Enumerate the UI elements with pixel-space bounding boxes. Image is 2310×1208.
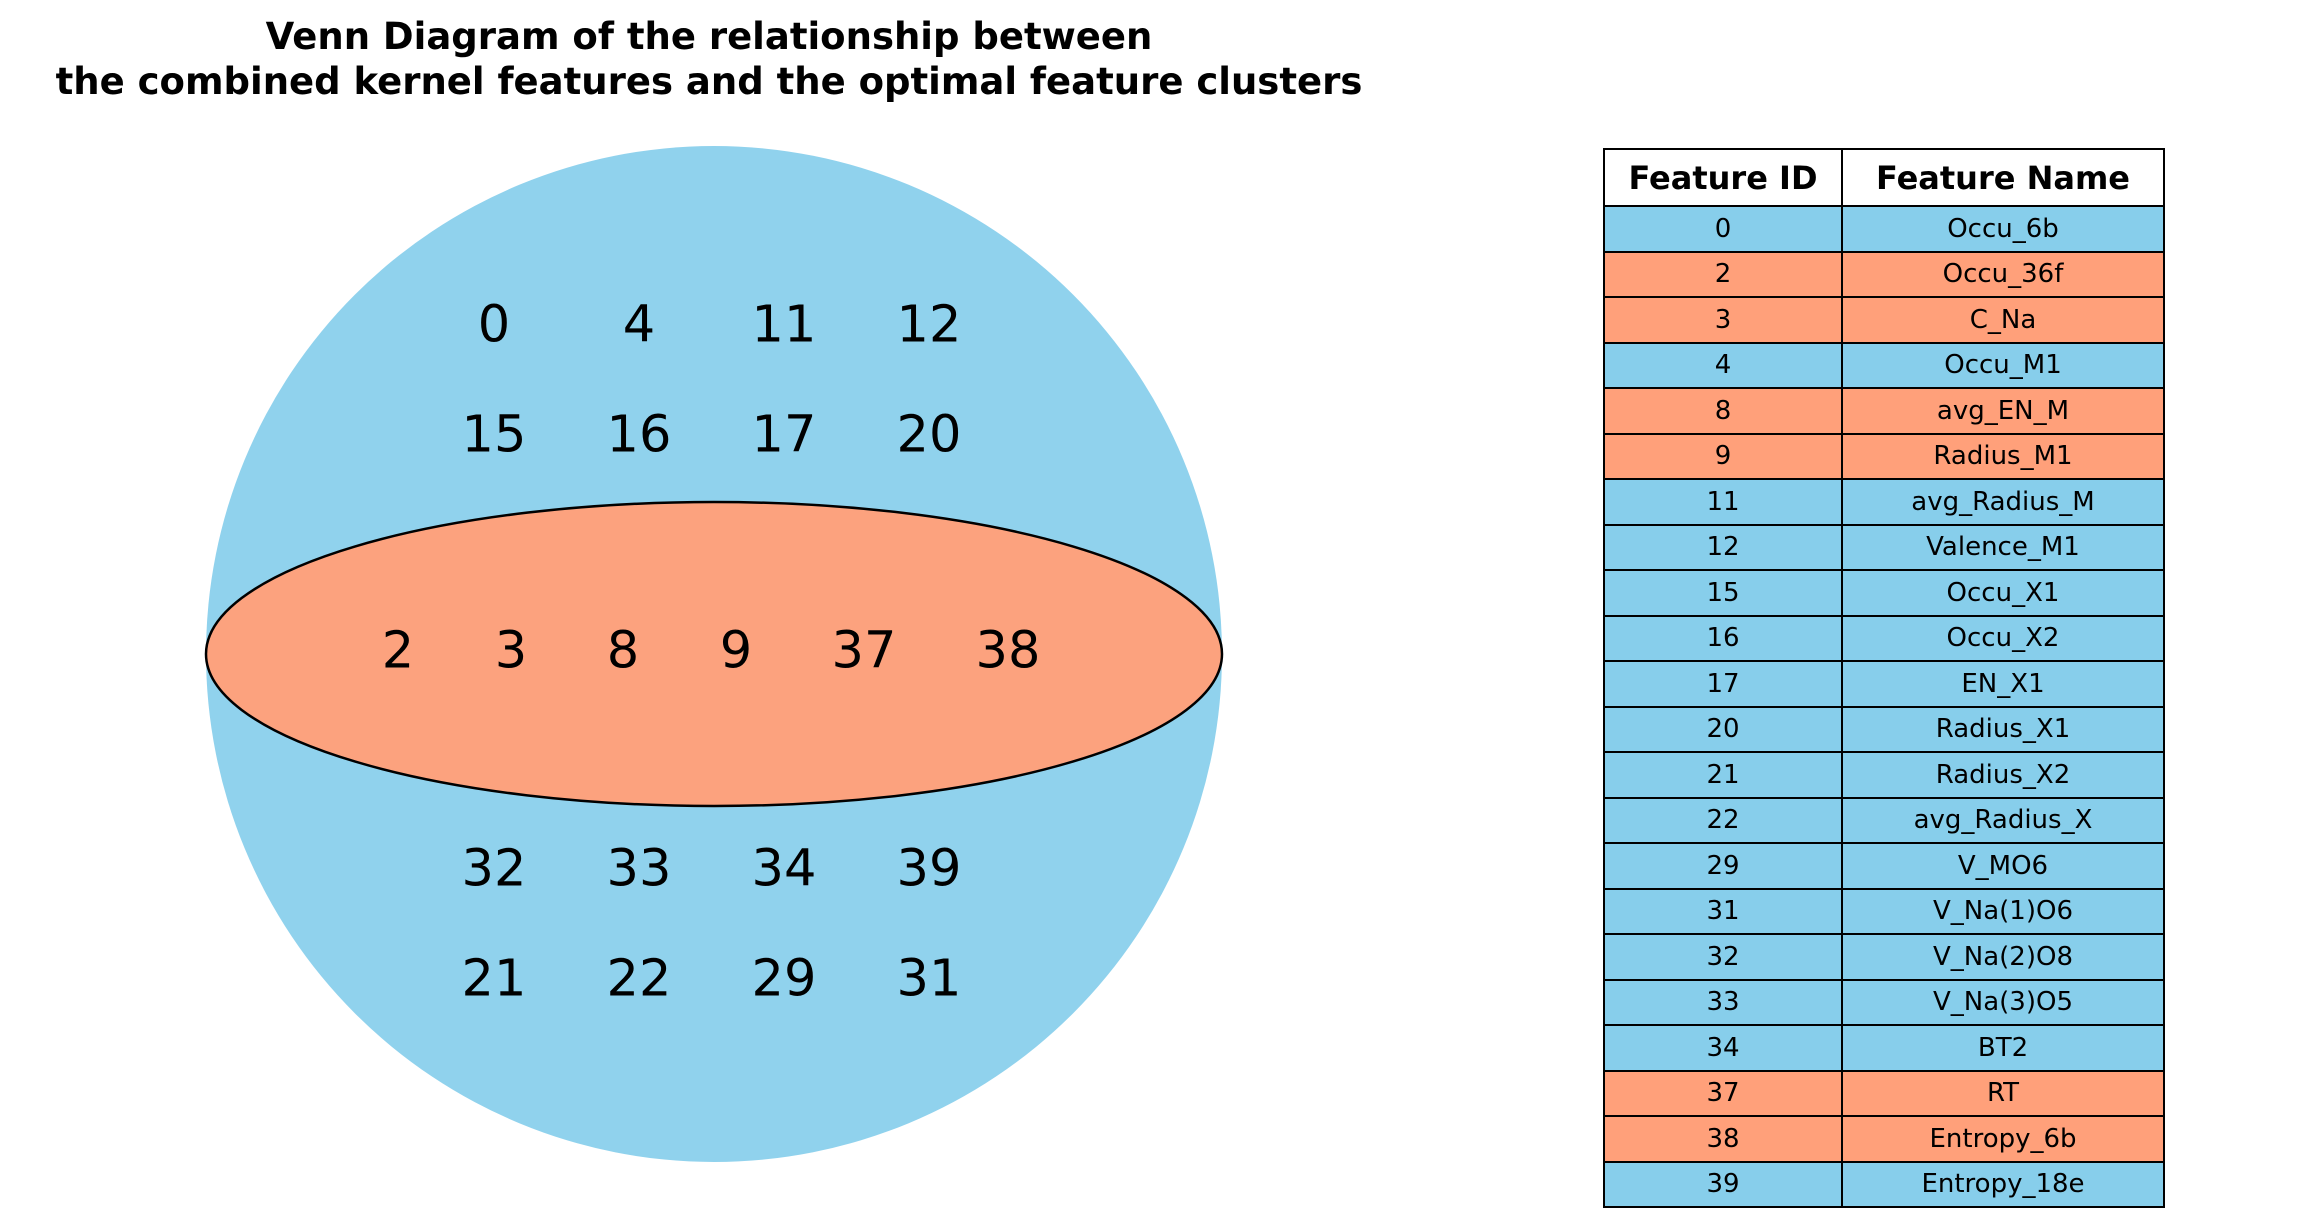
table-row: 17 EN_X1 (1603, 660, 2165, 708)
table-row: 39 Entropy_18e (1603, 1160, 2165, 1208)
venn-label: 8 (607, 622, 639, 681)
feature-name-cell: V_Na(3)O5 (1841, 978, 2165, 1026)
table-row: 15 Occu_X1 (1603, 569, 2165, 617)
venn-label: 9 (720, 622, 752, 681)
feature-name-cell: Entropy_18e (1841, 1160, 2165, 1208)
feature-id-cell: 12 (1603, 523, 1843, 571)
feature-name-cell: Occu_M1 (1841, 341, 2165, 389)
table-row: 3 C_Na (1603, 296, 2165, 344)
column-header-feature-name: Feature Name (1841, 148, 2165, 207)
venn-label: 29 (752, 950, 817, 1009)
venn-label: 37 (832, 622, 897, 681)
feature-id-cell: 33 (1603, 978, 1843, 1026)
venn-label: 38 (976, 622, 1041, 681)
venn-label: 3 (495, 622, 527, 681)
table-row: 11 avg_Radius_M (1603, 478, 2165, 526)
feature-name-cell: avg_Radius_X (1841, 796, 2165, 844)
feature-id-cell: 29 (1603, 842, 1843, 890)
feature-name-cell: Occu_6b (1841, 205, 2165, 253)
feature-id-cell: 15 (1603, 569, 1843, 617)
venn-diagram: 0 4 11 12 15 16 17 20 2 3 8 9 37 38 32 3… (204, 146, 1224, 1162)
feature-name-cell: Radius_X1 (1841, 705, 2165, 753)
venn-label: 22 (607, 950, 672, 1009)
feature-id-cell: 9 (1603, 432, 1843, 480)
venn-label: 2 (382, 622, 414, 681)
table-row: 31 V_Na(1)O6 (1603, 887, 2165, 935)
feature-name-cell: Occu_X1 (1841, 569, 2165, 617)
table-row: 33 V_Na(3)O5 (1603, 978, 2165, 1026)
feature-id-cell: 31 (1603, 887, 1843, 935)
feature-id-cell: 4 (1603, 341, 1843, 389)
feature-id-cell: 17 (1603, 660, 1843, 708)
diagram-title: Venn Diagram of the relationship between… (0, 14, 1418, 104)
table-row: 38 Entropy_6b (1603, 1115, 2165, 1163)
feature-id-cell: 3 (1603, 296, 1843, 344)
venn-label: 11 (752, 296, 817, 355)
feature-table: Feature ID Feature Name 0 Occu_6b 2 Occu_3… (1603, 148, 2165, 1208)
title-line-1: Venn Diagram of the relationship between (265, 15, 1153, 58)
venn-label: 32 (462, 840, 527, 899)
table-row: 16 Occu_X2 (1603, 614, 2165, 662)
feature-id-cell: 21 (1603, 751, 1843, 799)
feature-id-cell: 11 (1603, 478, 1843, 526)
venn-label: 33 (607, 840, 672, 899)
feature-id-cell: 37 (1603, 1069, 1843, 1117)
feature-name-cell: Radius_M1 (1841, 432, 2165, 480)
feature-name-cell: RT (1841, 1069, 2165, 1117)
venn-label: 31 (897, 950, 962, 1009)
venn-label: 20 (897, 406, 962, 465)
feature-name-cell: Radius_X2 (1841, 751, 2165, 799)
feature-id-cell: 34 (1603, 1024, 1843, 1072)
feature-name-cell: C_Na (1841, 296, 2165, 344)
venn-label: 12 (897, 296, 962, 355)
table-row: 9 Radius_M1 (1603, 432, 2165, 480)
table-row: 29 V_MO6 (1603, 842, 2165, 890)
feature-name-cell: BT2 (1841, 1024, 2165, 1072)
feature-id-cell: 32 (1603, 933, 1843, 981)
table-row: 4 Occu_M1 (1603, 341, 2165, 389)
feature-name-cell: avg_EN_M (1841, 387, 2165, 435)
title-line-2: the combined kernel features and the opt… (55, 60, 1363, 103)
column-header-feature-id: Feature ID (1603, 148, 1843, 207)
table-row: 37 RT (1603, 1069, 2165, 1117)
table-row: 22 avg_Radius_X (1603, 796, 2165, 844)
table-row: 20 Radius_X1 (1603, 705, 2165, 753)
venn-label: 39 (897, 840, 962, 899)
table-row: 34 BT2 (1603, 1024, 2165, 1072)
feature-name-cell: Entropy_6b (1841, 1115, 2165, 1163)
table-header-row: Feature ID Feature Name (1603, 148, 2165, 207)
inner-set-ellipse (204, 500, 1224, 808)
table-row: 2 Occu_36f (1603, 250, 2165, 298)
table-row: 21 Radius_X2 (1603, 751, 2165, 799)
feature-name-cell: avg_Radius_M (1841, 478, 2165, 526)
feature-name-cell: Occu_X2 (1841, 614, 2165, 662)
venn-label: 4 (623, 296, 655, 355)
venn-label: 21 (462, 950, 527, 1009)
table-row: 8 avg_EN_M (1603, 387, 2165, 435)
venn-label: 15 (462, 406, 527, 465)
feature-id-cell: 8 (1603, 387, 1843, 435)
feature-name-cell: V_Na(2)O8 (1841, 933, 2165, 981)
feature-id-cell: 20 (1603, 705, 1843, 753)
feature-id-cell: 16 (1603, 614, 1843, 662)
feature-name-cell: V_Na(1)O6 (1841, 887, 2165, 935)
venn-label: 17 (752, 406, 817, 465)
venn-label: 0 (478, 296, 510, 355)
feature-name-cell: V_MO6 (1841, 842, 2165, 890)
table-row: 32 V_Na(2)O8 (1603, 933, 2165, 981)
feature-id-cell: 39 (1603, 1160, 1843, 1208)
feature-name-cell: Valence_M1 (1841, 523, 2165, 571)
venn-label: 34 (752, 840, 817, 899)
venn-label: 16 (607, 406, 672, 465)
table-row: 0 Occu_6b (1603, 205, 2165, 253)
table-row: 12 Valence_M1 (1603, 523, 2165, 571)
feature-id-cell: 38 (1603, 1115, 1843, 1163)
feature-name-cell: EN_X1 (1841, 660, 2165, 708)
feature-id-cell: 22 (1603, 796, 1843, 844)
feature-id-cell: 2 (1603, 250, 1843, 298)
feature-id-cell: 0 (1603, 205, 1843, 253)
feature-name-cell: Occu_36f (1841, 250, 2165, 298)
feature-table-container: Feature ID Feature Name 0 Occu_6b 2 Occu_3… (1603, 148, 2165, 1208)
